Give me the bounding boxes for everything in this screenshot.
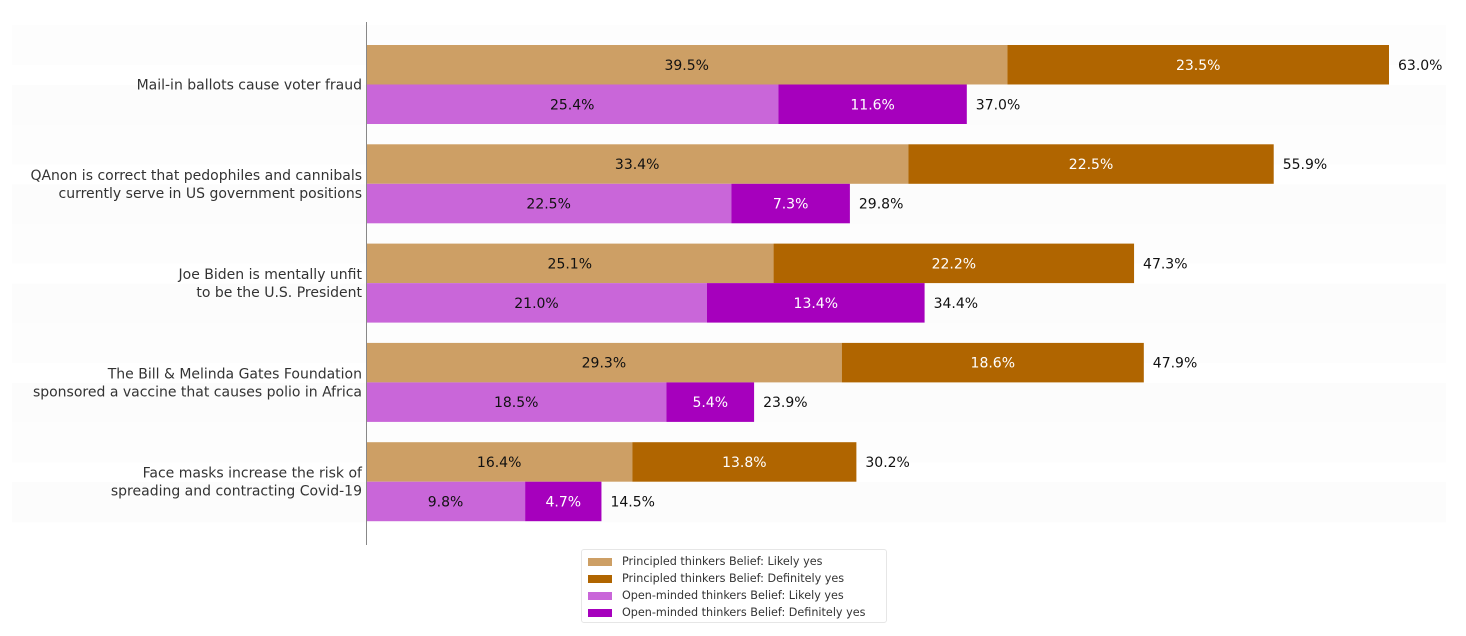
legend-item: Principled thinkers Belief: Definitely y… (588, 570, 886, 587)
bar-segment (366, 342, 842, 383)
bar-segment (366, 283, 707, 323)
legend-swatch (588, 557, 612, 566)
category-label: The Bill & Melinda Gates Foundation (107, 366, 362, 382)
legend-swatch (588, 608, 612, 617)
category-label: currently serve in US government positio… (59, 186, 362, 202)
bar-value-label: 9.8% (428, 494, 464, 510)
bar-total-label: 23.9% (763, 395, 807, 411)
legend-label: Principled thinkers Belief: Definitely y… (622, 572, 845, 585)
bar-value-label: 39.5% (664, 58, 708, 74)
category-label: QAnon is correct that pedophiles and can… (30, 168, 362, 184)
category-label: to be the U.S. President (196, 285, 362, 301)
legend-swatch (588, 574, 612, 583)
bar-value-label: 33.4% (615, 157, 659, 173)
bar-value-label: 22.5% (1069, 157, 1113, 173)
legend-item: Open-minded thinkers Belief: Likely yes (588, 587, 886, 604)
bar-value-label: 18.6% (971, 356, 1015, 372)
bar-segment (525, 481, 602, 522)
category-labels: Mail-in ballots cause voter fraud QAnon i… (30, 78, 363, 500)
bar-value-label: 25.1% (548, 256, 592, 272)
bar-value-label: 22.2% (932, 256, 976, 272)
bar-value-label: 29.3% (582, 356, 626, 372)
bar-value-label: 18.5% (494, 395, 538, 411)
bar-value-label: 5.4% (692, 395, 728, 411)
bar-total-label: 34.4% (934, 296, 978, 312)
bar-segment (366, 481, 526, 522)
row-band (12, 482, 1446, 523)
bar-value-label: 11.6% (850, 97, 894, 113)
bar-value-label: 25.4% (550, 97, 594, 113)
bar-total-label: 14.5% (610, 494, 654, 510)
bar-segment (366, 442, 633, 482)
legend-label: Open-minded thinkers Belief: Definitely … (622, 606, 866, 619)
bar-value-label: 23.5% (1176, 58, 1220, 74)
bar-value-label: 7.3% (773, 197, 809, 213)
bar-segment (366, 183, 732, 224)
bar-segment (366, 45, 1008, 85)
legend-item: Principled thinkers Belief: Likely yes (588, 553, 886, 570)
bar-total-label: 29.8% (859, 197, 903, 213)
bar-total-label: 63.0% (1398, 58, 1442, 74)
bar-value-label: 22.5% (526, 197, 570, 213)
bar-segment (632, 442, 857, 482)
bar-value-label: 13.4% (794, 296, 838, 312)
bar-segment (773, 243, 1135, 284)
legend-item: Open-minded thinkers Belief: Definitely … (588, 604, 886, 621)
bar-total-label: 55.9% (1283, 157, 1327, 173)
category-label: Face masks increase the risk of (143, 466, 363, 482)
bar-segment (778, 84, 967, 124)
bar-segment (366, 84, 779, 124)
bar-total-label: 30.2% (865, 455, 909, 471)
bars-layer: 39.5% 23.5% 63.0% 25.4% 11.6% 37.0% 33.4% 22.5%… (366, 45, 1442, 522)
bar-value-label: 16.4% (477, 455, 521, 471)
category-label: sponsored a vaccine that causes polio in… (33, 384, 362, 400)
legend: Principled thinkers Belief: Likely yes P… (581, 549, 887, 623)
bar-value-label: 21.0% (514, 296, 558, 312)
category-label: Joe Biden is mentally unfit (178, 267, 363, 283)
category-label: Mail-in ballots cause voter fraud (137, 78, 362, 94)
category-label: spreading and contracting Covid-19 (111, 484, 362, 500)
bar-segment (366, 243, 774, 284)
bar-segment (666, 382, 755, 422)
bar-value-label: 13.8% (722, 455, 766, 471)
bar-total-label: 47.9% (1153, 356, 1197, 372)
bar-segment (908, 144, 1274, 184)
bar-segment (1007, 45, 1389, 85)
legend-label: Principled thinkers Belief: Likely yes (622, 555, 823, 568)
bar-total-label: 47.3% (1143, 256, 1187, 272)
legend-label: Open-minded thinkers Belief: Likely yes (622, 589, 844, 602)
bar-segment (841, 342, 1144, 383)
bar-segment (366, 382, 667, 422)
bar-total-label: 37.0% (976, 97, 1020, 113)
bar-segment (366, 144, 909, 184)
bar-segment (731, 183, 850, 224)
legend-swatch (588, 591, 612, 600)
bar-value-label: 4.7% (546, 494, 582, 510)
bar-segment (707, 283, 925, 323)
